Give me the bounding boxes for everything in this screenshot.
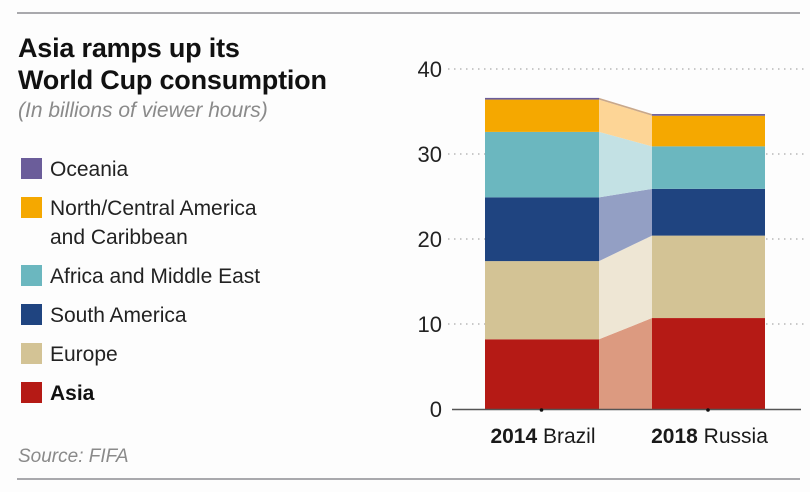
legend-label: Asia	[50, 382, 95, 405]
bottom-rule	[17, 478, 800, 480]
bar-connectors	[599, 97, 652, 409]
category-host: Russia	[698, 425, 768, 448]
legend-swatch-africa-middle-east	[21, 265, 42, 286]
y-tick-label-20: 20	[418, 227, 442, 252]
connector-south-america	[599, 188, 652, 262]
bar-segment-asia-2018	[652, 318, 765, 409]
bar-segment-oceania-2018	[652, 114, 765, 116]
title-line-2: World Cup consumption	[18, 65, 327, 95]
category-year: 2014	[490, 425, 537, 448]
legend: Oceania North/Central America and Caribb…	[21, 155, 260, 418]
source-note: Source: FIFA	[18, 446, 129, 467]
bars	[485, 97, 765, 409]
legend-label-line-2: and Caribbean	[50, 226, 188, 249]
legend-item-africa-middle-east: Africa and Middle East	[21, 262, 260, 291]
y-tick-label-40: 40	[418, 57, 442, 82]
connector-africa-and-middle-east	[599, 131, 652, 198]
y-tick-label-0: 0	[430, 397, 442, 422]
bar-segment-africa-and-middle-east-2018	[652, 146, 765, 189]
legend-label: Africa and Middle East	[50, 265, 261, 288]
bar-segment-africa-and-middle-east-2014	[485, 131, 599, 198]
legend-swatch-south-america	[21, 304, 42, 325]
legend-swatch-oceania	[21, 158, 42, 179]
bar-segment-oceania-2014	[485, 97, 599, 100]
legend-item-north-central-america: North/Central America and Caribbean	[21, 194, 260, 252]
title-line-1: Asia ramps up its	[18, 33, 240, 63]
connector-asia	[599, 318, 652, 409]
top-rule	[17, 12, 800, 14]
x-tick-mark-2014	[539, 408, 544, 412]
legend-label: Oceania	[50, 158, 129, 181]
legend-item-oceania: Oceania	[21, 155, 260, 184]
bar-segment-south-america-2018	[652, 188, 765, 236]
chart-title: Asia ramps up its World Cup consumption	[18, 32, 327, 96]
bar-segment-europe-2018	[652, 235, 765, 319]
legend-item-europe: Europe	[21, 340, 260, 369]
legend-item-south-america: South America	[21, 301, 260, 330]
x-category-label-2018: 2018 Russia	[651, 425, 768, 448]
connector-north-central-america-and-caribbean	[599, 99, 652, 147]
legend-swatch-asia	[21, 382, 42, 403]
legend-swatch-north-central-america	[21, 197, 42, 218]
x-category-labels: 2014 Brazil 2018 Russia	[490, 425, 768, 448]
legend-label: South America	[50, 304, 187, 327]
y-tick-label-10: 10	[418, 312, 442, 337]
x-category-label-2014: 2014 Brazil	[490, 425, 595, 448]
bar-segment-south-america-2014	[485, 197, 599, 262]
bar-segment-europe-2014	[485, 261, 599, 340]
connector-oceania	[599, 97, 652, 116]
y-tick-label-30: 30	[418, 142, 442, 167]
connector-europe	[599, 235, 652, 340]
legend-swatch-europe	[21, 343, 42, 364]
bar-segment-north-central-america-and-caribbean-2014	[485, 99, 599, 132]
chart-subtitle: (In billions of viewer hours)	[18, 99, 268, 122]
x-tick-mark-2018	[706, 408, 710, 412]
category-year: 2018	[651, 425, 698, 448]
legend-label-line-1: North/Central America	[50, 197, 257, 220]
y-tick-labels: 0 10 20 30 40	[418, 57, 442, 422]
axis	[452, 408, 801, 412]
category-host: Brazil	[537, 425, 595, 448]
bar-segment-asia-2014	[485, 339, 599, 409]
bar-segment-north-central-america-and-caribbean-2018	[652, 115, 765, 147]
legend-label: Europe	[50, 343, 118, 366]
legend-item-asia: Asia	[21, 379, 260, 408]
